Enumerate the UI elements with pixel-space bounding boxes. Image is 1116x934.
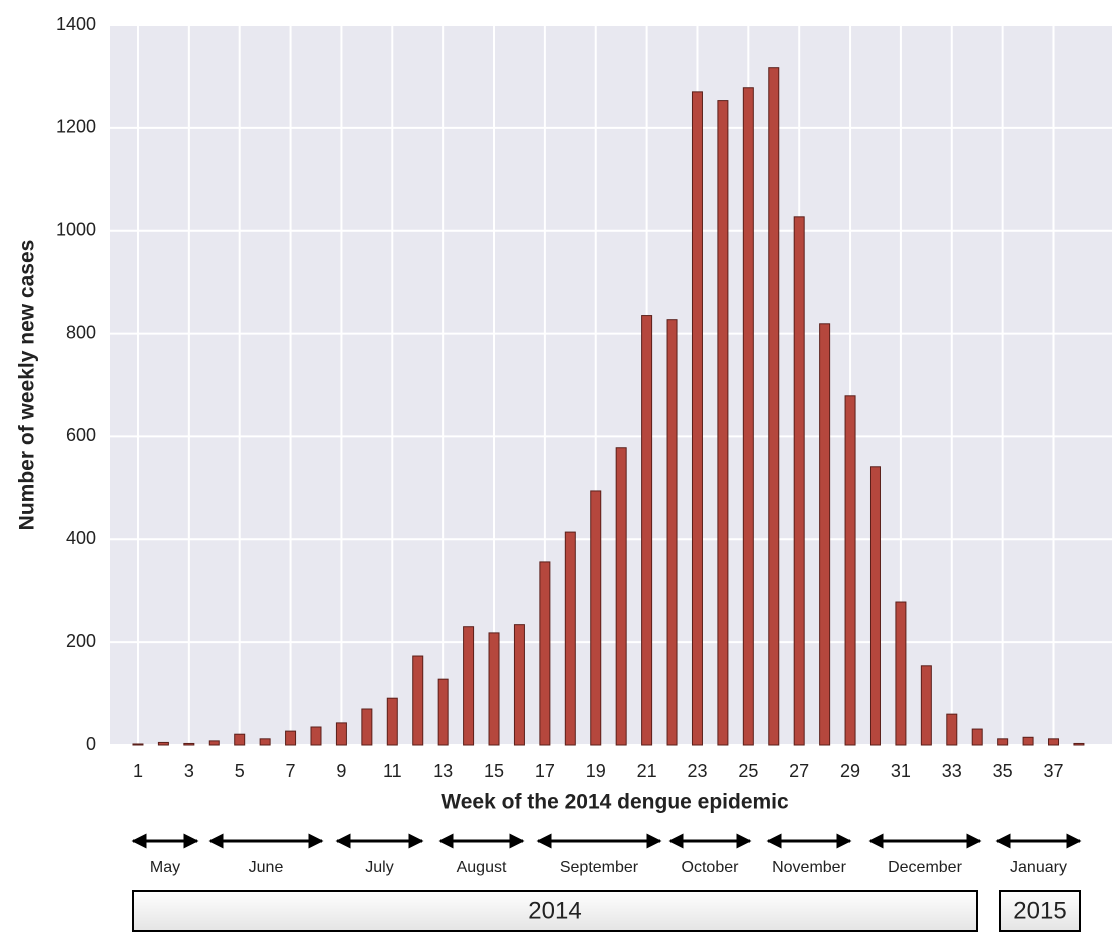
y-tick-label: 1200 bbox=[56, 117, 96, 137]
bar bbox=[769, 68, 779, 745]
y-tick-label: 400 bbox=[66, 528, 96, 548]
bar bbox=[413, 656, 423, 745]
bar bbox=[1049, 739, 1059, 745]
bar bbox=[896, 602, 906, 745]
bar bbox=[667, 320, 677, 745]
bar bbox=[1023, 737, 1033, 745]
y-tick-label: 0 bbox=[86, 734, 96, 754]
page: {"chart_data": {"type": "bar", "x_label"… bbox=[0, 0, 1116, 934]
x-tick-label: 3 bbox=[184, 761, 194, 781]
x-tick-label: 37 bbox=[1043, 761, 1063, 781]
bar bbox=[718, 101, 728, 745]
bar bbox=[692, 92, 702, 745]
month-label: January bbox=[1010, 859, 1067, 876]
x-tick-label: 15 bbox=[484, 761, 504, 781]
bar bbox=[336, 723, 346, 745]
bar bbox=[438, 679, 448, 745]
y-axis-title: Number of weekly new cases bbox=[16, 240, 39, 531]
x-tick-label: 29 bbox=[840, 761, 860, 781]
bar bbox=[540, 562, 550, 745]
x-tick-label: 13 bbox=[433, 761, 453, 781]
bar bbox=[184, 743, 194, 745]
x-tick-label: 27 bbox=[789, 761, 809, 781]
month-label: December bbox=[888, 859, 962, 876]
y-tick-label: 1000 bbox=[56, 219, 96, 239]
month-label: October bbox=[682, 859, 740, 876]
bar bbox=[820, 324, 830, 745]
x-tick-label: 7 bbox=[286, 761, 296, 781]
x-tick-label: 25 bbox=[738, 761, 758, 781]
y-tick-label: 600 bbox=[66, 425, 96, 445]
x-tick-label: 35 bbox=[993, 761, 1013, 781]
bar bbox=[286, 731, 296, 745]
month-label: May bbox=[150, 859, 180, 876]
bar bbox=[489, 633, 499, 745]
bar bbox=[591, 491, 601, 745]
bar bbox=[362, 709, 372, 745]
x-axis-title: Week of the 2014 dengue epidemic bbox=[441, 791, 789, 814]
month-label: July bbox=[365, 859, 393, 876]
bar bbox=[464, 627, 474, 745]
month-label: August bbox=[457, 859, 507, 876]
bar bbox=[1074, 743, 1084, 745]
bar bbox=[794, 217, 804, 745]
bar bbox=[133, 744, 143, 745]
bar bbox=[642, 316, 652, 745]
year-label: 2014 bbox=[528, 897, 581, 924]
y-tick-label: 800 bbox=[66, 322, 96, 342]
x-tick-label: 11 bbox=[383, 761, 402, 781]
bar bbox=[311, 727, 321, 745]
x-tick-label: 33 bbox=[942, 761, 962, 781]
x-tick-label: 31 bbox=[891, 761, 911, 781]
month-label: June bbox=[249, 859, 284, 876]
month-label: September bbox=[560, 859, 639, 876]
bar bbox=[565, 532, 575, 745]
plot-area bbox=[110, 25, 1112, 745]
month-label: November bbox=[772, 859, 846, 876]
x-tick-label: 9 bbox=[336, 761, 346, 781]
bar bbox=[870, 467, 880, 745]
bar bbox=[921, 666, 931, 745]
x-tick-label: 5 bbox=[235, 761, 245, 781]
y-tick-label: 200 bbox=[66, 631, 96, 651]
bar bbox=[845, 396, 855, 745]
x-tick-label: 23 bbox=[687, 761, 707, 781]
bar bbox=[743, 88, 753, 745]
bar bbox=[235, 734, 245, 745]
bar bbox=[260, 739, 270, 745]
bar bbox=[947, 714, 957, 745]
bar bbox=[514, 625, 524, 745]
bar bbox=[616, 448, 626, 745]
bar bbox=[158, 742, 168, 745]
bar bbox=[209, 741, 219, 745]
x-tick-label: 1 bbox=[133, 761, 143, 781]
year-label: 2015 bbox=[1013, 897, 1066, 924]
y-tick-label: 1400 bbox=[56, 14, 96, 34]
chart: Week of the 2014 dengue epidemic Number … bbox=[0, 0, 1116, 934]
bar bbox=[998, 739, 1008, 745]
x-tick-label: 19 bbox=[586, 761, 606, 781]
x-tick-label: 17 bbox=[535, 761, 555, 781]
x-tick-label: 21 bbox=[637, 761, 657, 781]
bar bbox=[387, 698, 397, 745]
bar bbox=[972, 729, 982, 745]
